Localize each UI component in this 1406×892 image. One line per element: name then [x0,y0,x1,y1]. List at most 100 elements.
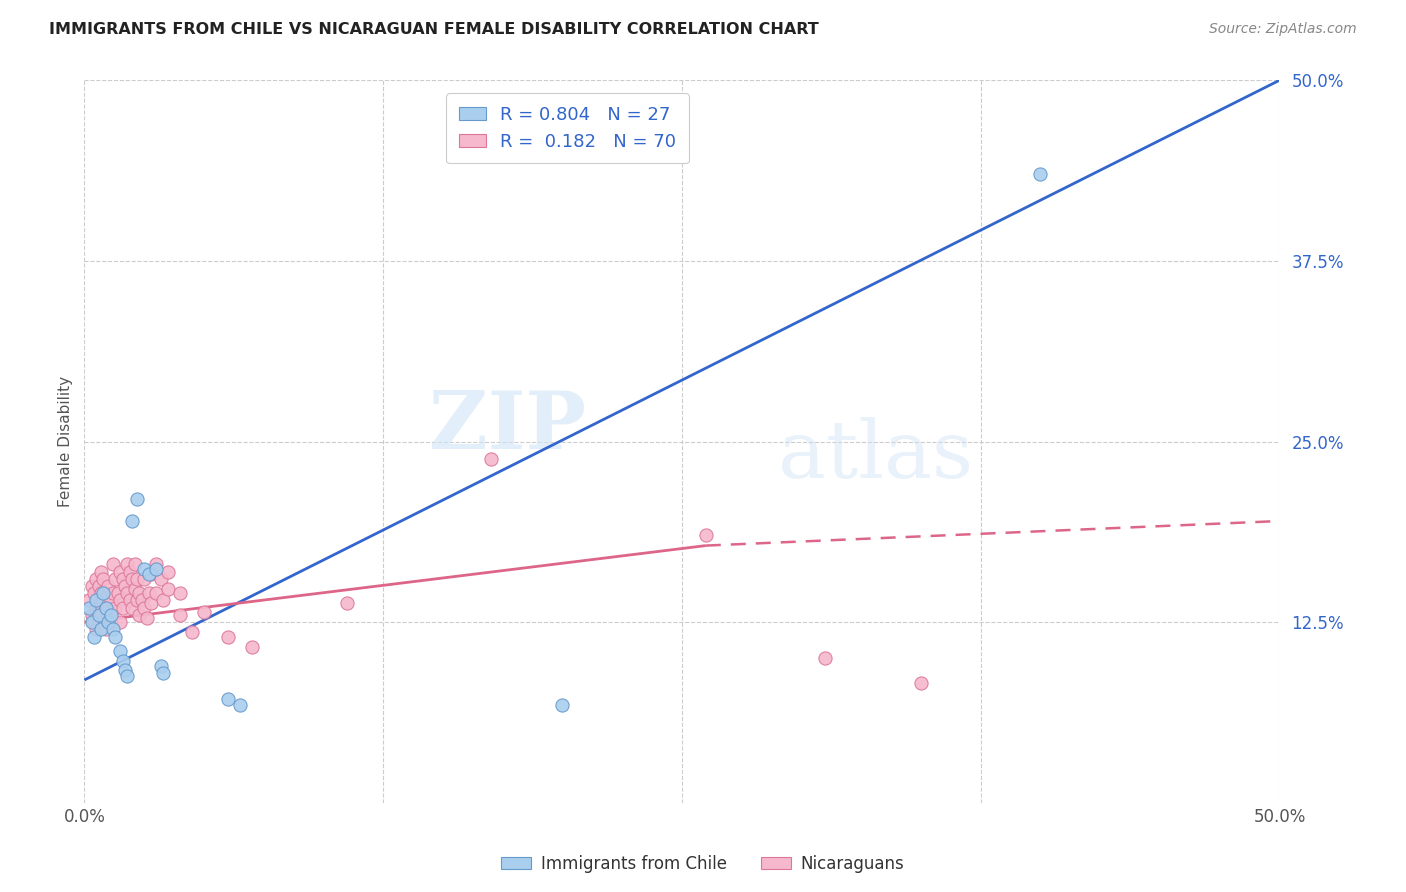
Point [157,582,180,596]
Point [149,572,172,586]
Point [80,579,103,593]
Point [169,586,191,600]
Point [104,600,127,615]
Point [135,611,157,625]
Point [124,582,146,596]
Point [77,600,100,615]
Point [157,565,180,579]
Point [152,593,174,607]
Point [131,593,153,607]
Point [87,600,110,615]
Point [107,586,129,600]
Point [111,654,134,668]
Point [132,572,156,586]
Point [117,586,139,600]
Text: ZIP: ZIP [429,388,586,467]
Point [138,586,160,600]
Point [86,600,108,615]
Point [217,691,239,706]
Text: IMMIGRANTS FROM CHILE VS NICARAGUAN FEMALE DISABILITY CORRELATION CHART: IMMIGRANTS FROM CHILE VS NICARAGUAN FEMA… [49,22,818,37]
Point [132,562,156,576]
Point [814,651,837,665]
Point [97,615,120,630]
Point [93,593,115,607]
Point [132,600,156,615]
Point [110,615,132,630]
Point [80,607,103,622]
Text: Source: ZipAtlas.com: Source: ZipAtlas.com [1209,22,1357,37]
Point [90,565,112,579]
Point [100,593,122,607]
Point [90,586,112,600]
Point [125,492,148,507]
Point [90,607,112,622]
Point [97,579,120,593]
Point [125,572,148,586]
Point [94,623,117,637]
Point [100,615,122,630]
Point [229,698,252,712]
Point [110,593,132,607]
Legend: Immigrants from Chile, Nicaraguans: Immigrants from Chile, Nicaraguans [495,848,911,880]
Point [93,586,115,600]
Point [695,528,717,542]
Point [93,615,115,630]
Point [121,600,143,615]
Point [145,586,167,600]
Point [87,607,110,622]
Point [118,593,141,607]
Point [117,668,139,682]
Point [87,579,110,593]
Point [479,451,502,466]
Point [181,625,204,640]
Point [1029,167,1052,181]
Point [336,596,359,610]
Point [104,630,127,644]
Point [111,600,134,615]
Point [125,593,148,607]
Point [94,600,117,615]
Point [141,567,163,582]
Point [145,558,167,572]
Point [83,615,105,630]
Point [149,658,172,673]
Point [240,640,263,654]
Legend: R = 0.804   N = 27, R =  0.182   N = 70: R = 0.804 N = 27, R = 0.182 N = 70 [446,93,689,163]
Point [86,593,108,607]
Point [128,586,150,600]
Point [90,623,112,637]
Point [104,572,127,586]
Point [101,623,124,637]
Point [101,558,124,572]
Point [910,676,932,690]
Point [80,615,103,630]
Point [94,600,117,615]
Point [121,514,143,528]
Point [110,565,132,579]
Point [114,663,136,677]
Point [217,630,239,644]
Y-axis label: Female Disability: Female Disability [58,376,73,508]
Point [111,572,134,586]
Point [124,558,146,572]
Point [100,607,122,622]
Point [551,698,574,712]
Point [117,558,139,572]
Text: atlas: atlas [778,417,973,495]
Point [118,565,141,579]
Point [114,579,136,593]
Point [83,630,105,644]
Point [152,665,174,680]
Point [83,586,105,600]
Point [110,644,132,658]
Point [101,586,124,600]
Point [77,593,100,607]
Point [121,572,143,586]
Point [87,615,110,630]
Point [128,607,150,622]
Point [138,567,160,582]
Point [193,605,215,619]
Point [86,623,108,637]
Point [93,572,115,586]
Point [169,607,191,622]
